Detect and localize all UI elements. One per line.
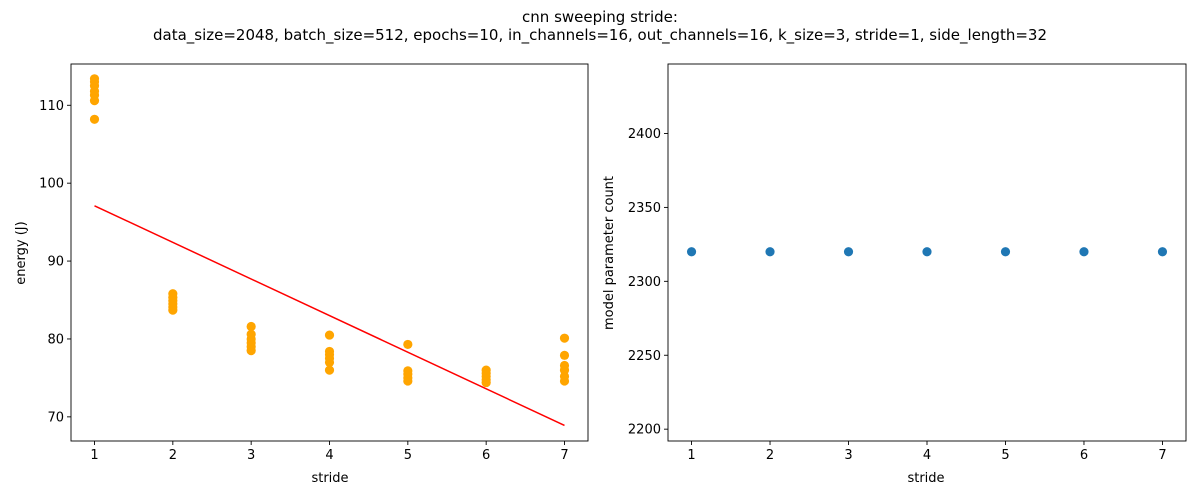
energy-xtick-label: 5 <box>404 448 412 463</box>
param-count-xtick-label: 7 <box>1158 448 1166 463</box>
energy-data-point <box>559 350 570 360</box>
energy-xlabel: stride <box>311 471 348 486</box>
energy-data-point <box>324 346 335 357</box>
energy-ytick-label: 80 <box>47 332 64 347</box>
energy-data-point <box>89 114 100 124</box>
energy-xtick-label: 4 <box>325 448 333 463</box>
param-count-data-point <box>1000 247 1011 257</box>
energy-ytick-label: 100 <box>39 177 64 192</box>
figure-title-line-2: data_size=2048, batch_size=512, epochs=1… <box>153 26 1047 45</box>
param-count-ytick-label: 2300 <box>628 275 661 290</box>
energy-data-point <box>481 365 491 375</box>
param-count-ytick-label: 2250 <box>628 349 661 364</box>
param-count-data-point <box>1079 247 1089 257</box>
energy-data-point <box>246 329 256 339</box>
energy-data-point <box>168 289 178 299</box>
energy-xtick-label: 3 <box>247 448 255 463</box>
energy-data-point <box>559 333 570 343</box>
energy-data-point <box>89 74 100 84</box>
param-count-scatter-panel: stride model parameter count 1 2 3 4 5 6 7 2200… <box>602 63 1187 486</box>
param-count-ytick-label: 2350 <box>628 201 661 216</box>
energy-data-point <box>324 330 335 340</box>
energy-ytick-label: 70 <box>47 410 64 425</box>
param-count-data-point <box>765 247 775 257</box>
param-count-ytick-label: 2200 <box>628 423 661 438</box>
energy-data-point <box>559 360 570 371</box>
energy-data-point <box>403 366 413 376</box>
param-count-xtick-label: 2 <box>766 448 774 463</box>
param-count-xtick-label: 1 <box>687 448 695 463</box>
param-count-xlabel: stride <box>907 471 944 486</box>
param-count-ytick-label: 2400 <box>628 127 661 142</box>
param-count-data-point <box>686 247 697 257</box>
param-count-xtick-label: 6 <box>1080 448 1088 463</box>
param-count-xtick-label: 5 <box>1001 448 1009 463</box>
energy-data-point <box>403 339 413 350</box>
energy-ytick-label: 90 <box>47 255 64 270</box>
energy-ytick-label: 110 <box>39 99 64 114</box>
energy-xtick-label: 6 <box>482 448 490 463</box>
energy-data-point <box>324 365 335 375</box>
param-count-data-point <box>843 247 854 257</box>
param-count-ylabel: model parameter count <box>602 176 617 330</box>
param-count-xtick-label: 4 <box>923 448 931 463</box>
param-count-xtick-label: 3 <box>844 448 852 463</box>
energy-xtick-label: 2 <box>169 448 177 463</box>
param-count-data-point <box>922 247 932 257</box>
energy-xtick-label: 7 <box>560 448 568 463</box>
energy-xtick-label: 1 <box>90 448 98 463</box>
energy-fit-line <box>94 205 565 427</box>
energy-scatter-panel: stride energy (J) 1 2 3 4 5 6 7 70 80 90 100 110 <box>14 63 589 486</box>
energy-axes-frame <box>70 63 589 442</box>
param-count-data-point <box>1157 247 1168 257</box>
energy-data-point <box>246 321 256 332</box>
figure-title-line-1: cnn sweeping stride: <box>522 8 678 26</box>
energy-ylabel: energy (J) <box>14 221 29 284</box>
